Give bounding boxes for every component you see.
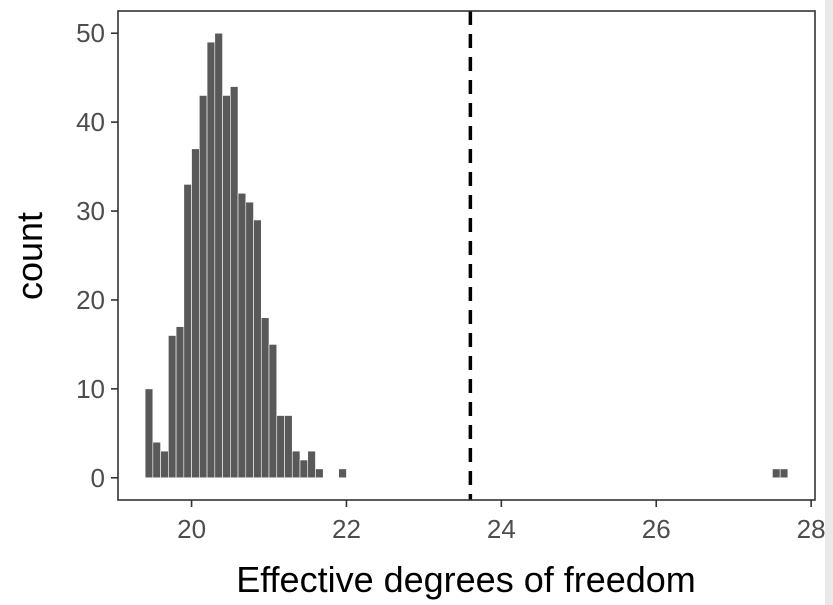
y-tick-label: 10 (76, 374, 105, 404)
x-axis-title: Effective degrees of freedom (236, 559, 696, 600)
histogram-bar (291, 450, 301, 479)
histogram-bar (160, 450, 169, 479)
histogram-bar (144, 388, 154, 479)
y-tick-label: 50 (76, 18, 105, 48)
y-tick-label: 40 (76, 107, 105, 137)
x-axis: 20 22 24 26 28 (177, 500, 826, 544)
histogram-bar (276, 415, 285, 479)
histogram-bar (229, 86, 239, 479)
histogram-bar (260, 317, 270, 479)
x-tick-label: 22 (332, 514, 361, 544)
histogram-bar (183, 184, 192, 479)
histogram-bars (144, 32, 789, 479)
y-axis-title: count (9, 212, 50, 300)
histogram-bar (338, 468, 347, 479)
histogram-bar (168, 335, 177, 479)
histogram-bar (175, 326, 185, 479)
histogram-bar (245, 201, 254, 479)
x-tick-label: 28 (797, 514, 826, 544)
histogram-bar (222, 95, 231, 479)
y-tick-label: 0 (91, 463, 105, 493)
histogram-bar (152, 441, 161, 479)
histogram-bar (206, 41, 216, 479)
histogram-bar (214, 32, 223, 479)
histogram-bar (268, 344, 278, 479)
histogram-bar (284, 415, 293, 479)
x-tick-label: 20 (177, 514, 206, 544)
x-tick-label: 24 (487, 514, 516, 544)
histogram-bar (772, 468, 781, 479)
histogram-bar (237, 192, 247, 479)
histogram-bar (779, 468, 789, 479)
y-axis: 0 10 20 30 40 50 (76, 18, 118, 493)
y-tick-label: 20 (76, 285, 105, 315)
histogram-bar (315, 468, 324, 479)
histogram-bar (199, 95, 208, 479)
histogram-bar (299, 459, 309, 479)
plot-border (117, 10, 816, 501)
y-tick-label: 30 (76, 196, 105, 226)
window-edge-strip (825, 0, 833, 605)
histogram-bar (307, 450, 316, 479)
histogram-bar (191, 148, 200, 479)
x-tick-label: 26 (642, 514, 671, 544)
histogram-bar (253, 219, 262, 479)
